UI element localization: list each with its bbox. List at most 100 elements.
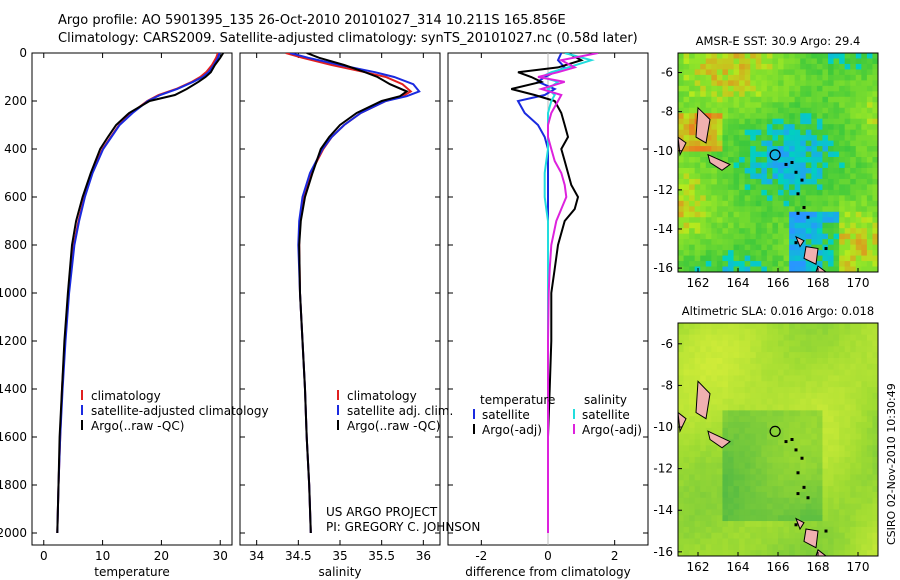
map-cell — [772, 228, 779, 235]
map-cell — [828, 410, 835, 417]
map-cell — [744, 468, 751, 476]
map-cell — [850, 222, 857, 229]
map-cell — [761, 503, 768, 510]
map-cell — [839, 468, 846, 476]
map-cell — [800, 468, 807, 476]
map-cell — [772, 151, 779, 158]
map-cell — [872, 445, 878, 452]
map-cell — [805, 239, 812, 246]
map-cell — [866, 346, 874, 353]
map-cell — [783, 206, 790, 213]
map-cell — [755, 497, 762, 505]
map-cell — [700, 85, 707, 92]
map-cell — [855, 200, 862, 207]
map-cell — [700, 480, 707, 487]
map-cell — [778, 228, 785, 235]
map-cell — [805, 363, 812, 371]
map-cell — [800, 53, 807, 60]
map-cell — [861, 74, 868, 81]
map-cell — [828, 217, 835, 224]
map-cell — [750, 422, 757, 429]
map-cell — [833, 468, 840, 476]
map-cell — [800, 102, 807, 109]
map-cell — [855, 140, 862, 147]
map-cell — [828, 228, 835, 235]
map-cell — [683, 387, 690, 394]
map-cell — [800, 222, 807, 229]
map-cell — [872, 357, 878, 365]
map-cell — [705, 328, 712, 336]
map-cell — [761, 427, 768, 435]
map-cell — [872, 550, 878, 556]
map-cell — [872, 451, 878, 458]
map-cell — [761, 151, 768, 158]
map-cell — [766, 69, 774, 76]
map-y-tick-label: -6 — [661, 337, 673, 351]
map-cell — [800, 387, 807, 394]
map-cell — [750, 206, 757, 213]
map-cell — [694, 173, 701, 180]
map-cell — [866, 515, 874, 522]
map-cell — [728, 480, 735, 487]
map-cell — [705, 375, 712, 382]
map-cell — [711, 363, 718, 371]
map-cell — [716, 85, 724, 92]
map-cell — [683, 480, 690, 487]
map-cell — [872, 178, 878, 185]
map-cell — [789, 404, 796, 411]
map-cell — [839, 85, 846, 92]
map-cell — [705, 497, 712, 505]
map-cell — [816, 509, 824, 516]
map-cell — [700, 427, 707, 435]
map-cell — [828, 206, 835, 213]
map-cell — [778, 69, 785, 76]
map-cell — [811, 392, 818, 400]
map-cell — [716, 195, 724, 202]
map-cell — [733, 352, 740, 359]
map-cell — [750, 515, 757, 522]
map-cell — [711, 340, 718, 347]
map-cell — [844, 69, 851, 76]
map-cell — [728, 427, 735, 435]
map-cell — [772, 427, 779, 435]
map-cell — [761, 422, 768, 429]
map-cell — [794, 422, 801, 429]
map-cell — [794, 456, 801, 464]
map-cell — [778, 433, 785, 441]
map-cell — [794, 146, 801, 153]
map-cell — [822, 195, 829, 202]
map-cell — [800, 509, 807, 516]
map-cell — [833, 357, 840, 365]
map-cell — [722, 195, 729, 202]
map-cell — [861, 113, 868, 120]
map-cell — [800, 217, 807, 224]
map-cell — [683, 410, 690, 417]
map-cell — [739, 486, 746, 493]
map-cell — [833, 211, 840, 218]
map-cell — [744, 244, 751, 251]
map-cell — [800, 550, 807, 556]
map-cell — [778, 96, 785, 103]
map-x-tick-label: 164 — [727, 560, 750, 574]
map-cell — [850, 118, 857, 125]
map-cell — [811, 357, 818, 365]
map-cell — [728, 468, 735, 476]
map-cell — [794, 261, 801, 268]
map-y-tick-label: -8 — [661, 105, 673, 119]
map-cell — [844, 63, 851, 71]
map-cell — [850, 392, 857, 400]
map-cell — [694, 375, 701, 382]
map-cell — [722, 381, 729, 388]
map-cell — [811, 480, 818, 487]
map-cell — [739, 63, 746, 71]
map-cell — [839, 102, 846, 109]
map-cell — [861, 445, 868, 452]
map-cell — [855, 381, 862, 388]
map-cell — [839, 233, 846, 240]
map-cell — [716, 346, 724, 353]
map-cell — [716, 74, 724, 81]
map-cell — [828, 445, 835, 452]
map-cell — [761, 261, 768, 268]
map-cell — [705, 228, 712, 235]
map-cell — [744, 135, 751, 142]
